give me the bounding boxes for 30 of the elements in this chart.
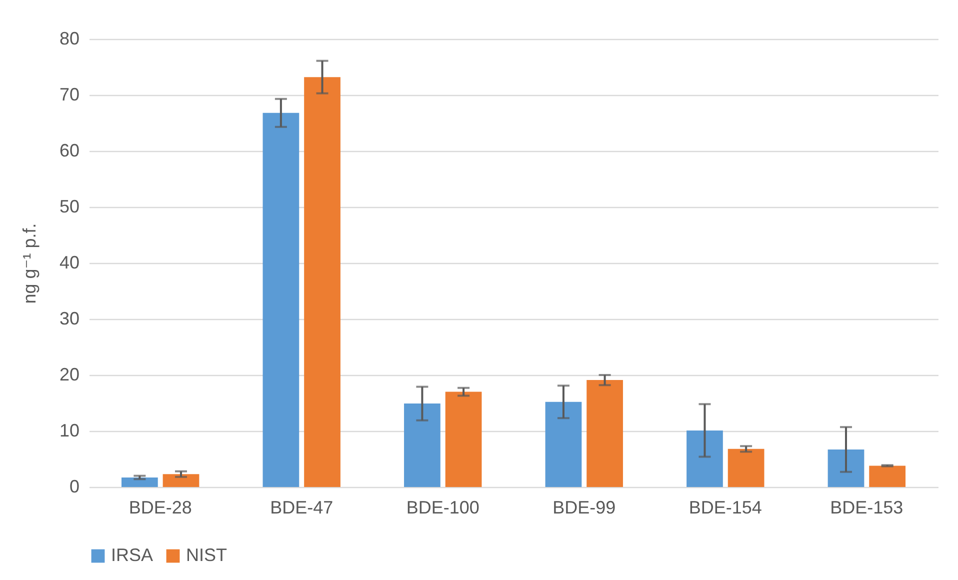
bar <box>728 448 764 487</box>
bar <box>586 380 623 487</box>
y-tick-label: 20 <box>59 364 80 384</box>
y-axis-title: ng g⁻¹ p.f. <box>19 223 40 304</box>
bar <box>445 392 482 487</box>
y-tick-label: 70 <box>59 84 80 104</box>
x-tick-label: BDE-154 <box>688 498 762 518</box>
bar <box>162 474 200 487</box>
bar <box>304 77 340 487</box>
y-tick-label: 30 <box>59 308 80 328</box>
y-tick-label: 50 <box>59 196 80 216</box>
bar <box>828 449 864 487</box>
legend-label: NIST <box>186 545 228 565</box>
bar <box>869 466 906 487</box>
y-tick-label: 40 <box>59 252 80 272</box>
x-tick-label: BDE-153 <box>830 498 904 518</box>
y-tick-label: 10 <box>59 420 80 440</box>
x-tick-label: BDE-47 <box>270 498 334 518</box>
y-tick-label: 0 <box>69 476 80 496</box>
bar <box>121 477 158 487</box>
legend-label: IRSA <box>111 545 154 565</box>
y-tick-label: 60 <box>59 140 80 160</box>
x-tick-label: BDE-28 <box>128 498 192 518</box>
bar <box>404 404 440 487</box>
y-tick-label: 80 <box>59 28 80 48</box>
x-tick-label: BDE-100 <box>406 498 480 518</box>
bar <box>686 430 723 487</box>
bar <box>545 402 582 487</box>
x-tick-label: BDE-99 <box>552 498 616 518</box>
bar <box>262 112 300 487</box>
